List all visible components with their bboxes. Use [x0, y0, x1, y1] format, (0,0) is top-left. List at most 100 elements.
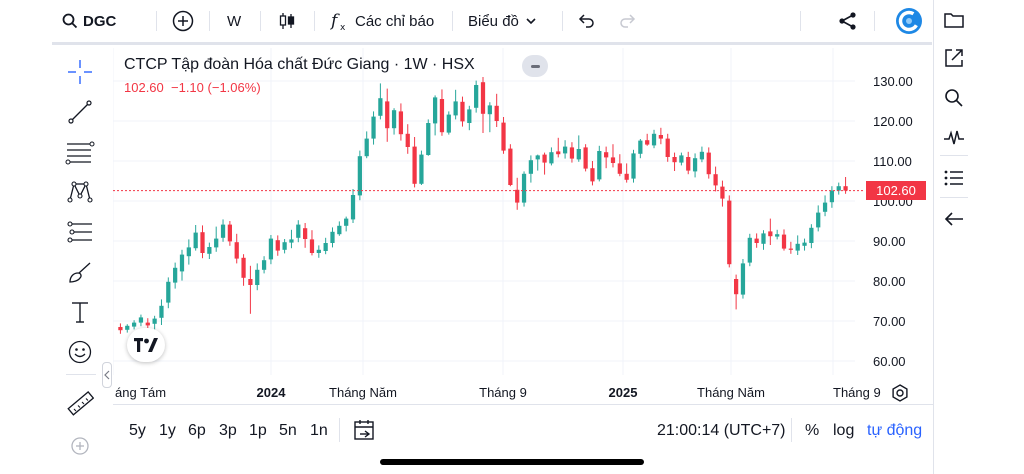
- search-button[interactable]: [938, 82, 970, 114]
- fib-retracement-icon: [65, 141, 95, 165]
- candle: [412, 137, 417, 188]
- candle: [316, 245, 321, 258]
- candle: [761, 230, 766, 250]
- pattern-tool[interactable]: [64, 176, 96, 208]
- candle-body: [836, 186, 841, 191]
- ruler-tool[interactable]: [64, 388, 96, 420]
- collapse-sidebar-button[interactable]: [938, 203, 970, 235]
- candle-body: [330, 231, 335, 243]
- brand-logo-icon: [896, 8, 922, 34]
- candle: [556, 137, 561, 158]
- candle: [802, 238, 807, 251]
- candle: [809, 224, 814, 249]
- candle: [501, 117, 506, 154]
- candle-body: [248, 279, 253, 285]
- candle: [651, 129, 657, 149]
- x-tick-label: áng Tám: [115, 385, 166, 400]
- range-3m[interactable]: 3p: [219, 422, 237, 439]
- range-1d[interactable]: 1n: [310, 422, 328, 439]
- auto-scale-toggle[interactable]: tự động: [867, 422, 923, 439]
- log-toggle[interactable]: log: [833, 422, 855, 439]
- pulse-icon: [944, 130, 964, 145]
- candle-body: [624, 173, 629, 180]
- undo-button[interactable]: [576, 11, 596, 31]
- chevron-down-icon: [526, 18, 536, 25]
- candle: [350, 189, 356, 223]
- layout-button[interactable]: Biểu đồ: [468, 13, 538, 30]
- candle: [467, 105, 472, 131]
- range-5d[interactable]: 5n: [279, 422, 297, 439]
- share-button[interactable]: [837, 10, 859, 32]
- watchlist-folder-button[interactable]: [938, 4, 970, 36]
- layout-label: Biểu đồ: [468, 12, 519, 30]
- range-6m[interactable]: 6p: [188, 422, 206, 439]
- candle: [474, 80, 479, 113]
- candle-body: [207, 247, 212, 254]
- compare-button[interactable]: [172, 10, 194, 32]
- candle-body: [686, 157, 691, 171]
- text-tool[interactable]: [64, 296, 96, 328]
- candle: [583, 144, 588, 172]
- candle-body: [562, 146, 568, 154]
- interval-label: W: [227, 12, 242, 30]
- external-link-icon: [945, 49, 963, 67]
- redo-button[interactable]: [618, 11, 638, 31]
- chart-pane[interactable]: 130.00 120.00 110.00 100.00 90.00 80.00 70.00 6…: [113, 48, 933, 404]
- trendline-tool[interactable]: [64, 96, 96, 128]
- y-tick-label: 60.00: [873, 354, 906, 369]
- candle: [303, 223, 308, 248]
- candle-body: [604, 152, 609, 158]
- candle-body: [658, 135, 663, 139]
- candle-body: [556, 151, 561, 155]
- emoji-tool[interactable]: [64, 336, 96, 368]
- clock-display[interactable]: 21:00:14 (UTC+7): [657, 422, 786, 439]
- candle-body: [645, 140, 650, 145]
- projection-tool[interactable]: [64, 216, 96, 248]
- crosshair-tool[interactable]: [64, 56, 96, 88]
- brush-icon: [69, 262, 91, 283]
- candle: [740, 259, 746, 299]
- brand-logo[interactable]: [896, 8, 922, 34]
- x-tick-label: 2025: [609, 385, 638, 400]
- candle-body: [316, 249, 321, 253]
- candle-body: [419, 154, 424, 184]
- candle-body: [610, 157, 616, 163]
- candle: [268, 235, 274, 265]
- arrow-left-icon: [944, 212, 963, 226]
- candle-body: [638, 140, 643, 154]
- toolbar-collapse-button[interactable]: [102, 362, 112, 388]
- candle-body: [788, 248, 793, 250]
- candle-body: [412, 146, 417, 184]
- range-1y[interactable]: 1y: [159, 422, 176, 439]
- candle-body: [754, 238, 759, 243]
- price-chart[interactable]: 130.00120.00110.00100.0090.0080.0070.006…: [113, 48, 933, 404]
- candle-body: [255, 269, 260, 285]
- goto-date-button[interactable]: [353, 418, 377, 447]
- chart-settings-button[interactable]: [890, 383, 910, 408]
- open-external-button[interactable]: [938, 42, 970, 74]
- range-5y[interactable]: 5y: [129, 422, 146, 439]
- brush-tool[interactable]: [64, 256, 96, 288]
- chart-type-button[interactable]: [277, 11, 297, 31]
- legend-collapse-button[interactable]: [522, 55, 548, 77]
- range-1m[interactable]: 1p: [249, 422, 267, 439]
- percent-toggle[interactable]: %: [805, 422, 820, 439]
- pulse-button[interactable]: [938, 122, 970, 154]
- zoom-in-tool[interactable]: [64, 430, 96, 462]
- candle-body: [357, 156, 362, 196]
- search-icon: [945, 89, 963, 107]
- details-list-button[interactable]: [938, 162, 970, 194]
- candle: [508, 144, 513, 187]
- candle-body: [494, 105, 499, 121]
- tradingview-logo[interactable]: [127, 328, 165, 362]
- candle-body: [795, 243, 800, 251]
- interval-button[interactable]: W: [227, 13, 241, 30]
- candle-body: [241, 257, 246, 278]
- candle-body: [802, 242, 807, 246]
- candle: [665, 133, 670, 162]
- symbol-search[interactable]: DGC: [62, 13, 116, 30]
- candle-body: [576, 149, 581, 160]
- candle-body: [453, 101, 458, 116]
- fib-tool[interactable]: [64, 136, 96, 168]
